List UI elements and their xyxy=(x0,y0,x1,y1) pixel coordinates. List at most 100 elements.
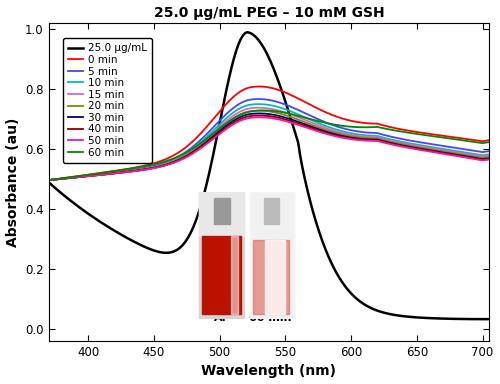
30 min xyxy=(486,156,492,161)
Line: 40 min: 40 min xyxy=(48,116,489,180)
5 min xyxy=(486,149,492,154)
Line: 15 min: 15 min xyxy=(48,108,489,180)
5 min xyxy=(124,169,130,173)
Line: 10 min: 10 min xyxy=(48,104,489,180)
20 min xyxy=(245,109,251,114)
40 min xyxy=(340,135,346,139)
25.0 μg/mL xyxy=(486,317,492,321)
50 min xyxy=(245,116,251,121)
40 min xyxy=(306,125,312,129)
40 min xyxy=(256,113,262,118)
0 min xyxy=(46,178,52,182)
15 min xyxy=(256,105,262,110)
20 min xyxy=(486,155,492,159)
60 min xyxy=(261,108,267,113)
15 min xyxy=(486,154,492,158)
50 min xyxy=(46,178,52,182)
60 min xyxy=(46,178,52,182)
10 min xyxy=(159,162,165,167)
60 min xyxy=(378,126,384,130)
0 min xyxy=(486,138,492,142)
30 min xyxy=(245,112,251,117)
Legend: 25.0 μg/mL, 0 min, 5 min, 10 min, 15 min, 20 min, 30 min, 40 min, 50 min, 60 min: 25.0 μg/mL, 0 min, 5 min, 10 min, 15 min… xyxy=(62,38,152,163)
15 min xyxy=(340,131,346,136)
30 min xyxy=(46,178,52,182)
Line: 50 min: 50 min xyxy=(48,117,489,180)
25.0 μg/mL xyxy=(46,180,52,185)
40 min xyxy=(46,178,52,182)
Text: AP: AP xyxy=(214,313,231,323)
40 min xyxy=(124,170,130,174)
15 min xyxy=(245,106,251,111)
10 min xyxy=(486,152,492,157)
Line: 60 min: 60 min xyxy=(48,110,489,180)
50 min xyxy=(159,164,165,169)
5 min xyxy=(378,132,384,136)
5 min xyxy=(46,178,52,182)
50 min xyxy=(256,115,262,119)
20 min xyxy=(306,121,312,126)
25.0 μg/mL xyxy=(246,30,252,35)
Y-axis label: Absorbance (au): Absorbance (au) xyxy=(6,118,20,247)
20 min xyxy=(378,137,384,142)
25.0 μg/mL xyxy=(340,282,346,286)
60 min xyxy=(340,124,346,128)
0 min xyxy=(306,102,312,106)
0 min xyxy=(124,167,130,171)
25.0 μg/mL xyxy=(245,30,251,35)
25.0 μg/mL xyxy=(480,317,486,321)
0 min xyxy=(256,84,262,89)
50 min xyxy=(124,170,130,174)
40 min xyxy=(486,157,492,161)
30 min xyxy=(306,123,312,128)
Line: 30 min: 30 min xyxy=(48,113,489,180)
Line: 25.0 μg/mL: 25.0 μg/mL xyxy=(48,32,489,319)
10 min xyxy=(245,103,251,108)
Title: 25.0 μg/mL PEG – 10 mM GSH: 25.0 μg/mL PEG – 10 mM GSH xyxy=(154,5,384,20)
5 min xyxy=(159,161,165,166)
20 min xyxy=(256,108,262,113)
10 min xyxy=(340,129,346,134)
25.0 μg/mL xyxy=(306,194,312,199)
0 min xyxy=(340,116,346,121)
20 min xyxy=(340,132,346,137)
0 min xyxy=(159,158,165,163)
60 min xyxy=(124,167,130,172)
60 min xyxy=(306,116,312,121)
60 min xyxy=(486,140,492,144)
5 min xyxy=(340,126,346,131)
30 min xyxy=(378,138,384,143)
10 min xyxy=(378,135,384,139)
15 min xyxy=(46,178,52,182)
15 min xyxy=(306,119,312,124)
Line: 20 min: 20 min xyxy=(48,111,489,180)
60 min xyxy=(245,110,251,114)
5 min xyxy=(306,113,312,117)
Line: 5 min: 5 min xyxy=(48,99,489,180)
50 min xyxy=(306,126,312,131)
50 min xyxy=(340,136,346,140)
Line: 0 min: 0 min xyxy=(48,86,489,180)
20 min xyxy=(159,163,165,168)
20 min xyxy=(46,178,52,182)
25.0 μg/mL xyxy=(159,250,165,255)
10 min xyxy=(124,169,130,174)
40 min xyxy=(159,164,165,169)
X-axis label: Wavelength (nm): Wavelength (nm) xyxy=(202,364,336,379)
10 min xyxy=(306,117,312,121)
10 min xyxy=(256,102,262,106)
40 min xyxy=(245,114,251,119)
50 min xyxy=(378,140,384,144)
50 min xyxy=(486,157,492,162)
10 min xyxy=(46,178,52,182)
15 min xyxy=(378,136,384,141)
0 min xyxy=(245,86,251,90)
5 min xyxy=(256,97,262,101)
30 min xyxy=(340,134,346,139)
30 min xyxy=(159,164,165,168)
Text: 60 min: 60 min xyxy=(249,313,292,323)
60 min xyxy=(159,160,165,165)
25.0 μg/mL xyxy=(378,310,384,314)
40 min xyxy=(378,139,384,144)
15 min xyxy=(124,169,130,174)
